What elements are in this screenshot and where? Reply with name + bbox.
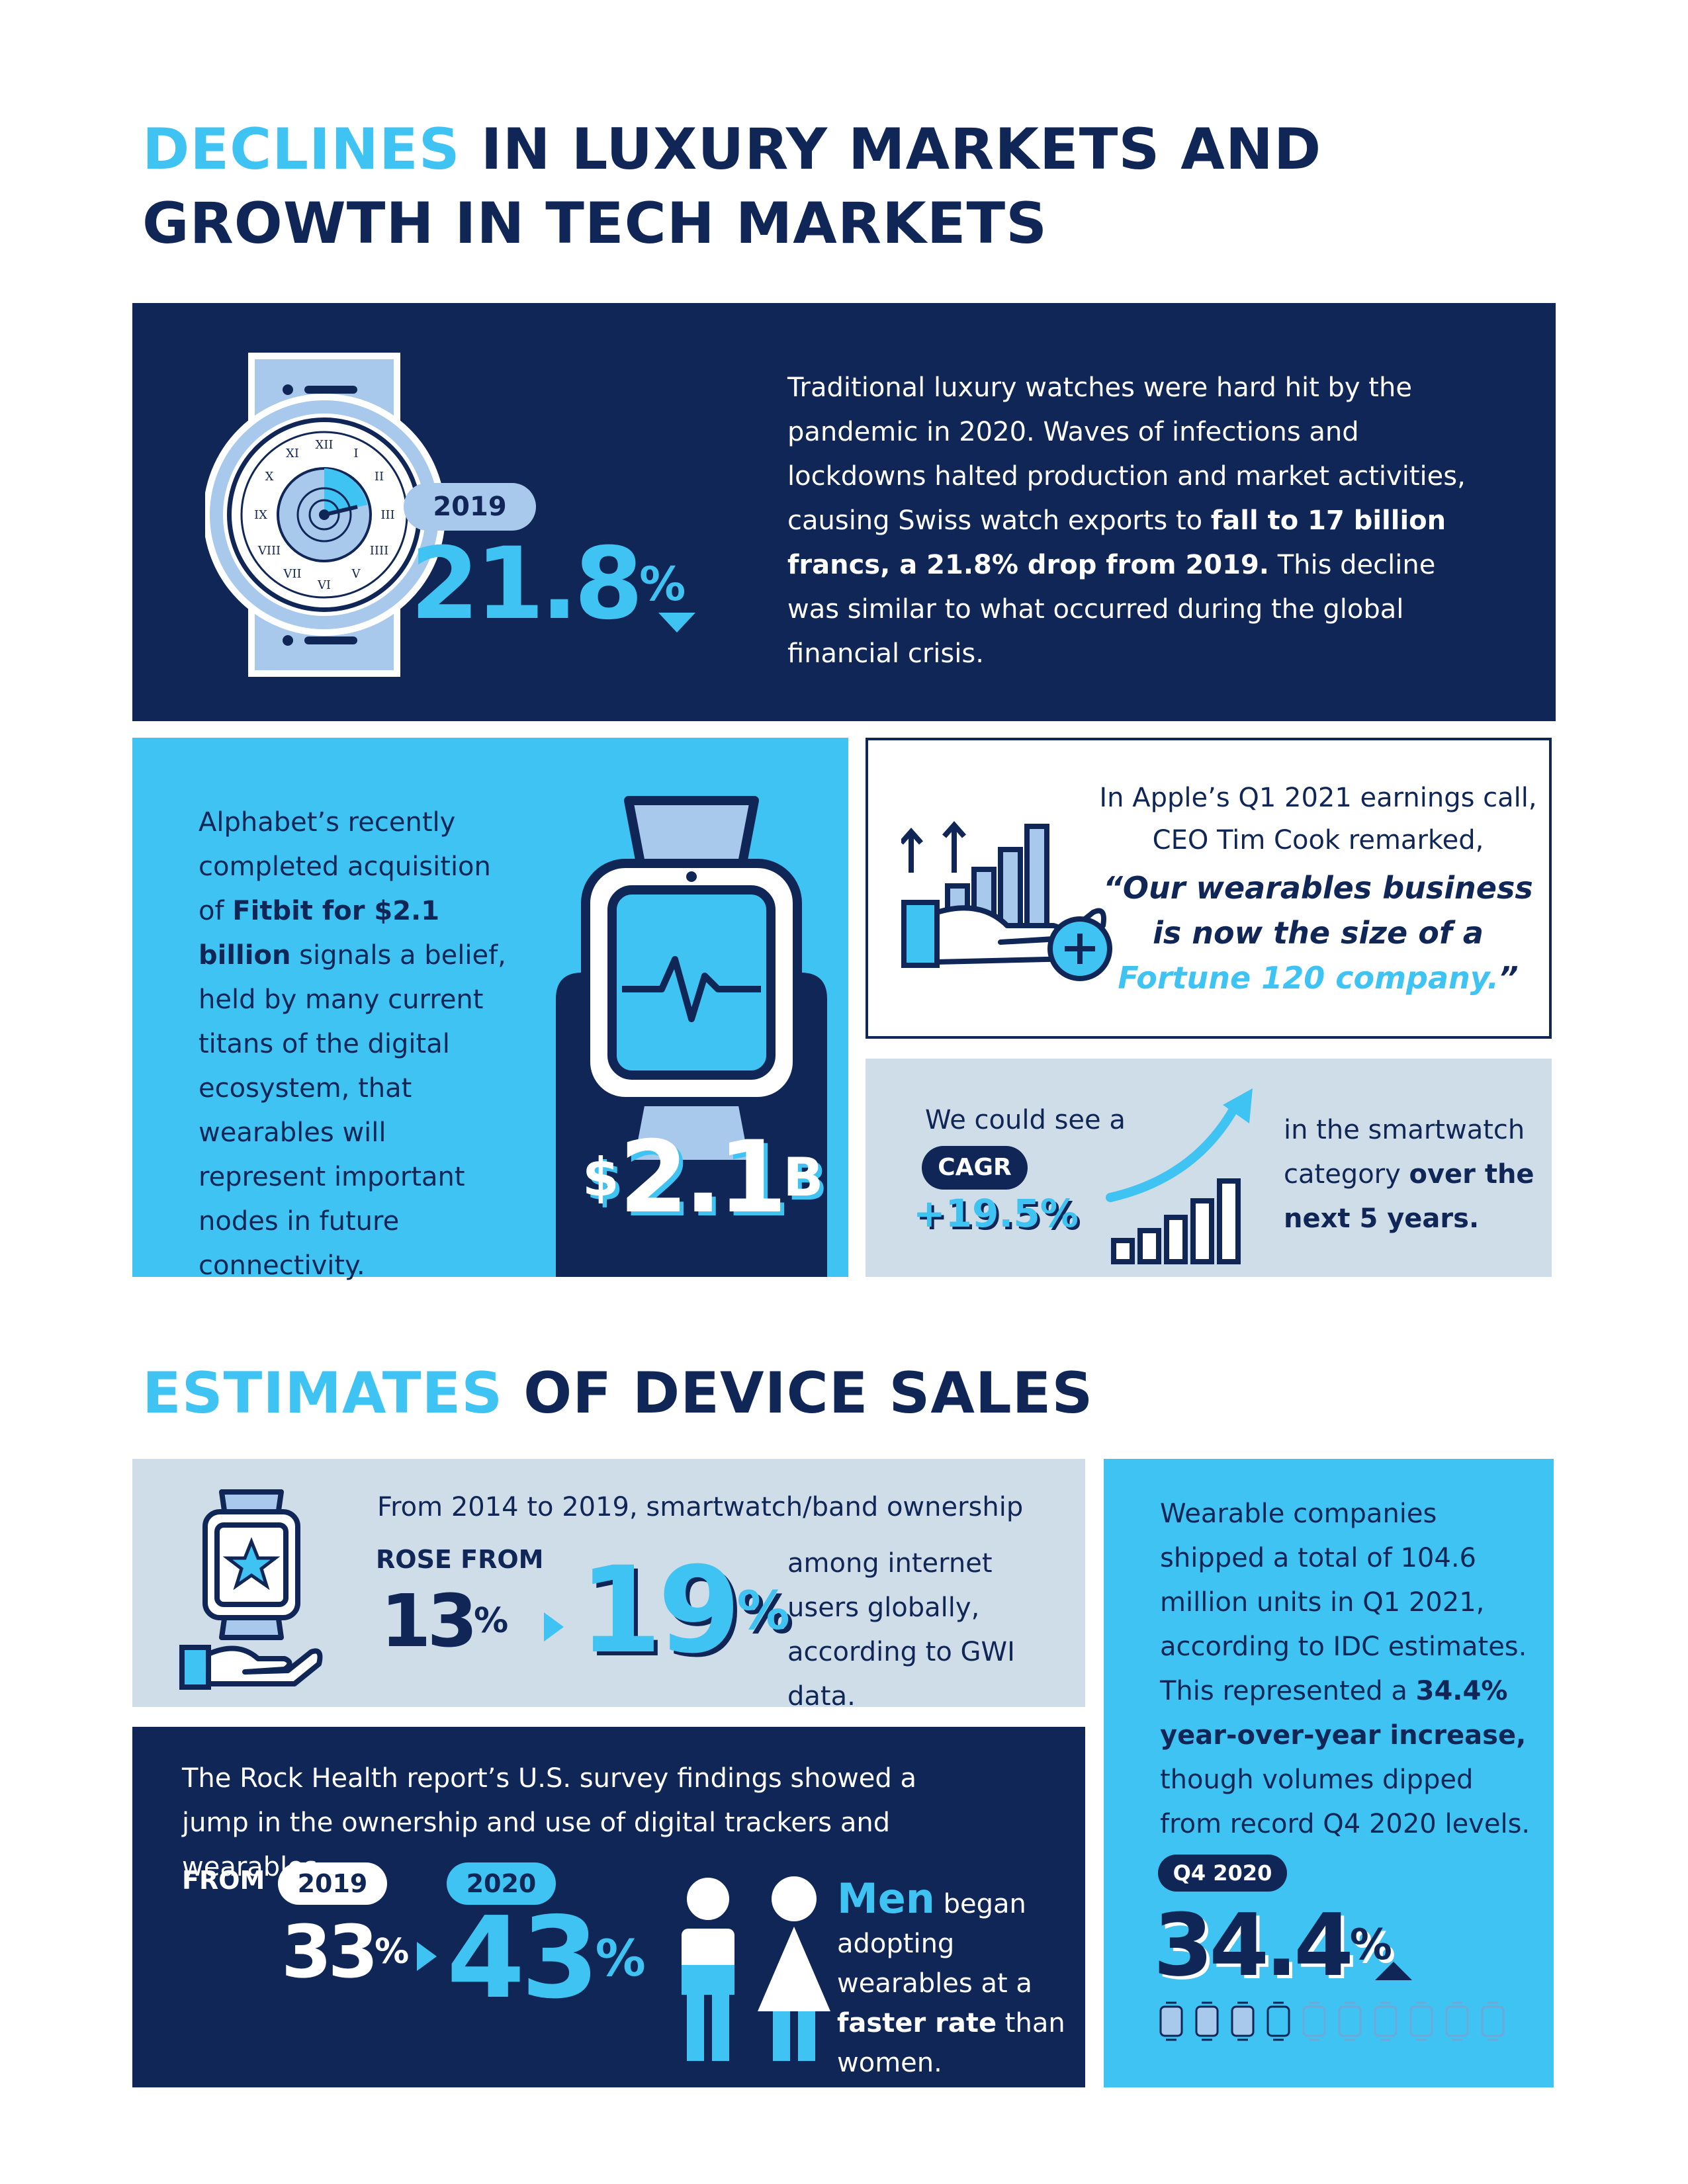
cagr-tail-text: in the smartwatch category over the next… xyxy=(1284,1115,1534,1234)
cagr-lead-text: We could see a xyxy=(925,1105,1126,1135)
fitbit-price-suffix: B xyxy=(783,1147,824,1208)
growth-hand-icon xyxy=(901,820,1112,981)
ownership-intro: From 2014 to 2019, smartwatch/band owner… xyxy=(377,1492,1024,1522)
watch-numeral: I xyxy=(353,447,358,460)
ownership-from-stat: 13% xyxy=(380,1579,509,1663)
quote-end: ” xyxy=(1499,960,1519,996)
watch-numeral: XII xyxy=(315,438,333,452)
watch-numeral: VIII xyxy=(257,544,281,558)
rose-from-label: ROSE FROM xyxy=(376,1545,544,1574)
right-arrow-icon xyxy=(544,1612,564,1641)
rising-bars-arrow-icon xyxy=(1106,1088,1253,1264)
decline-stat-unit: % xyxy=(639,557,686,611)
ownership-panel: From 2014 to 2019, smartwatch/band owner… xyxy=(132,1459,1085,1712)
year-badge-2019: 2019 xyxy=(404,483,536,531)
shipped-stat: 34.4% xyxy=(1153,1895,1392,1995)
cagr-value: +19.5% xyxy=(913,1191,1079,1236)
fitbit-price-number: 2.1 xyxy=(619,1120,787,1235)
fitbit-price-currency: $ xyxy=(582,1147,619,1208)
watch-numeral: XI xyxy=(286,447,299,460)
rock-health-panel: The Rock Health report’s U.S. survey fin… xyxy=(132,1727,1085,2087)
shipped-panel: Wearable companies shipped a total of 10… xyxy=(1104,1459,1554,2087)
up-arrow-icon xyxy=(1375,1962,1412,1980)
heading-rest: OF DEVICE SALES xyxy=(503,1360,1094,1426)
year-badge-2020: 2020 xyxy=(447,1862,556,1905)
apple-quote-intro2: CEO Tim Cook remarked, xyxy=(1152,825,1484,855)
watch-numeral: III xyxy=(380,508,394,522)
section-heading-estimates: ESTIMATES OF DEVICE SALES xyxy=(142,1356,1532,1430)
fitbit-panel: Alphabet’s recently completed acquisitio… xyxy=(132,738,848,1281)
quote-line2: is now the size of a xyxy=(1153,915,1484,951)
watch-numeral: V xyxy=(351,567,361,581)
luxury-watch-icon: XII I II III IIII V VI VII VIII IX X XI xyxy=(205,353,457,677)
rock-to-stat: 43% xyxy=(447,1893,646,2024)
fitbit-price-stat: $2.1B xyxy=(582,1121,823,1234)
watch-icon-half xyxy=(1266,2005,1290,2037)
heading-rest: IN LUXURY MARKETS AND xyxy=(460,116,1322,183)
rock-health-intro: The Rock Health report’s U.S. survey fin… xyxy=(182,1763,917,1882)
smartwatch-star-hand-icon xyxy=(179,1489,323,1690)
watch-numeral: II xyxy=(375,470,384,484)
right-arrow-icon xyxy=(417,1942,437,1971)
apple-quote-text: In Apple’s Q1 2021 earnings call, CEO Ti… xyxy=(1093,777,1543,1000)
quote-highlight: Fortune 120 company. xyxy=(1118,960,1499,996)
apple-quote-panel: In Apple’s Q1 2021 earnings call, CEO Ti… xyxy=(866,738,1552,1039)
watch-numeral: VII xyxy=(283,567,301,581)
ownership-to-stat: 19% xyxy=(579,1542,790,1680)
man-woman-icon xyxy=(682,1875,830,2061)
watch-numeral: IIII xyxy=(370,544,388,558)
shipped-description: Wearable companies shipped a total of 10… xyxy=(1160,1499,1531,1839)
luxury-watch-panel: XII I II III IIII V VI VII VIII IX X XI … xyxy=(132,303,1556,721)
from-label: FROM xyxy=(182,1866,265,1895)
watch-numeral: X xyxy=(265,470,274,484)
cagr-badge: CAGR xyxy=(922,1146,1028,1190)
apple-quote-intro1: In Apple’s Q1 2021 earnings call, xyxy=(1099,783,1537,813)
cagr-panel: We could see a CAGR +19.5% in the smartw… xyxy=(866,1059,1552,1277)
rock-from-stat: 33% xyxy=(281,1909,410,1994)
fitbit-description: Alphabet’s recently completed acquisitio… xyxy=(199,807,506,1281)
men-faster-text: Men began adopting wearables at a faster… xyxy=(837,1874,1065,2079)
smartwatch-heartbeat-icon xyxy=(581,796,802,1169)
q4-2020-badge: Q4 2020 xyxy=(1158,1855,1287,1892)
ownership-tail: among internet users globally, according… xyxy=(787,1548,1015,1712)
watch-icon-filled xyxy=(1159,2005,1255,2037)
down-arrow-icon xyxy=(658,613,695,633)
year-badge-2019: 2019 xyxy=(278,1862,387,1905)
watch-icon-row xyxy=(1157,2001,1527,2041)
heading-line2: GROWTH IN TECH MARKETS xyxy=(142,191,1048,257)
luxury-description: Traditional luxury watches were hard hit… xyxy=(787,372,1466,669)
watch-icons xyxy=(1159,2001,1505,2041)
heading-highlight: DECLINES xyxy=(142,116,461,183)
watch-numeral: IX xyxy=(254,508,267,522)
decline-stat-number: 21.8 xyxy=(410,527,643,642)
watch-numeral: VI xyxy=(317,578,331,592)
watch-icon-empty xyxy=(1302,2005,1505,2037)
heading-highlight: ESTIMATES xyxy=(142,1360,504,1426)
quote-line1: “Our wearables business xyxy=(1103,870,1533,906)
section-heading-declines: DECLINES IN LUXURY MARKETS AND GROWTH IN… xyxy=(142,112,1532,261)
decline-stat: 21.8% xyxy=(410,528,686,640)
